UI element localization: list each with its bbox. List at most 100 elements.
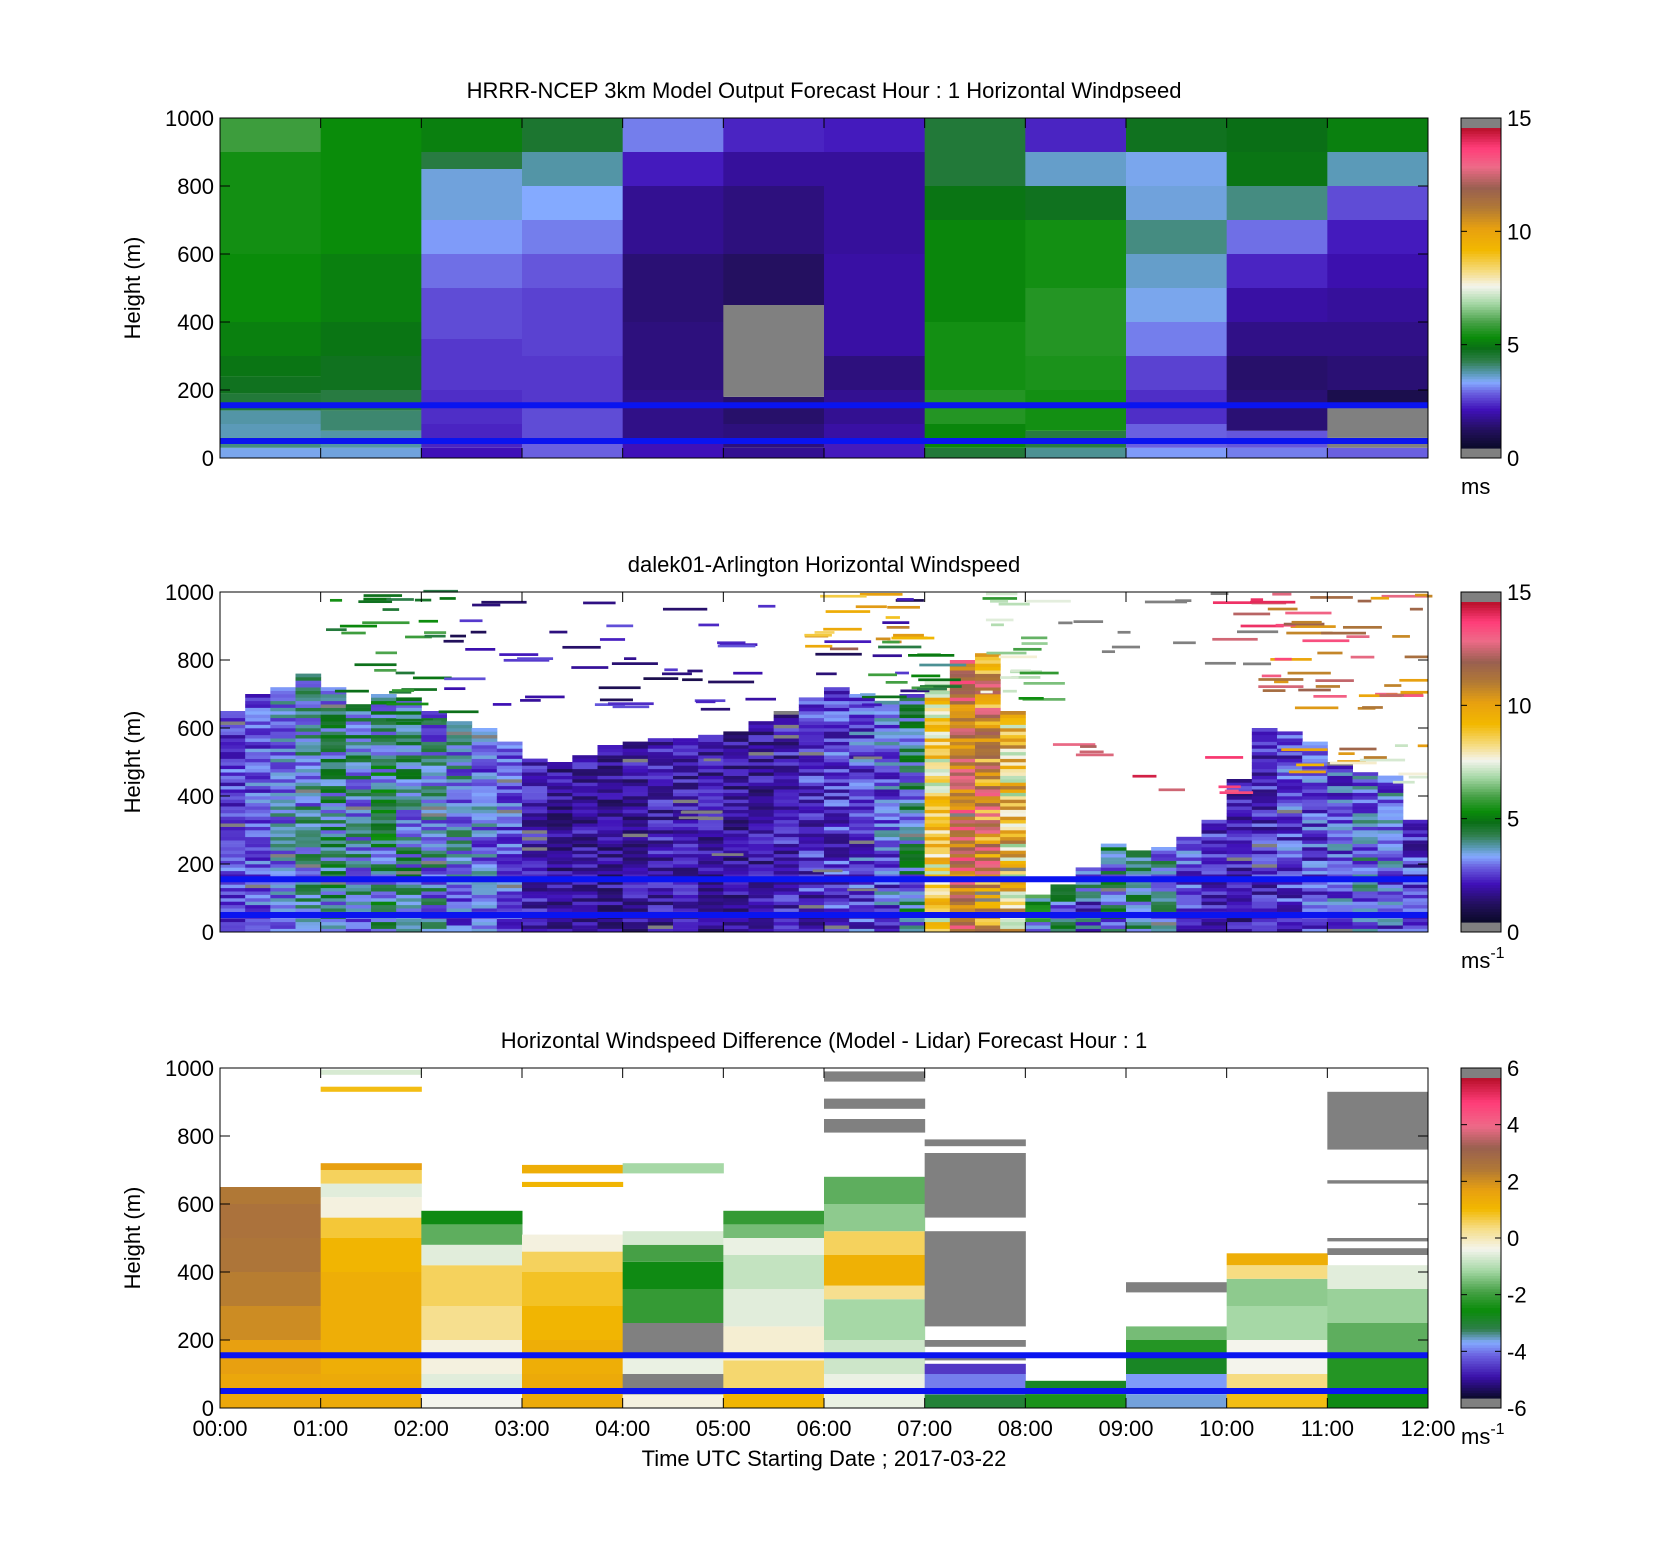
cell-col10-band10 — [1226, 118, 1328, 152]
cell-col0-band5 — [220, 376, 322, 394]
cell-col10-band7 — [1226, 220, 1328, 254]
obs-profile35-gate17 — [1100, 870, 1127, 875]
obs-profile14-gate25 — [572, 843, 598, 848]
obs-profile17-gate34 — [647, 813, 674, 817]
cell-col6-band5 — [824, 1231, 926, 1255]
cell-col7-band2 — [924, 1363, 1026, 1374]
obs-profile47-gate10 — [1402, 894, 1429, 899]
x-tick-label-7: 07:00 — [897, 1416, 952, 1441]
obs-profile24-gate62 — [824, 717, 850, 722]
cell-col3-band2 — [522, 356, 624, 407]
obs-profile10-gate6 — [471, 908, 498, 912]
colorbar-swatch-96 — [1461, 663, 1501, 667]
cell-col2-band8 — [421, 152, 523, 169]
obs-profile21-gate46 — [748, 772, 775, 776]
obs-profile24-gate46 — [824, 772, 850, 776]
x-tick-label-1: 01:00 — [293, 1416, 348, 1441]
colorbar-swatch-56 — [1461, 296, 1501, 300]
obs-profile9-gate39 — [446, 796, 473, 800]
y-tick-label-5: 1000 — [165, 580, 214, 605]
obs-profile30-gate54 — [975, 745, 1001, 749]
obs-profile9-gate55 — [446, 741, 473, 746]
obs-profile14-gate14 — [572, 881, 598, 885]
obs-profile30-gate38 — [975, 799, 1001, 804]
obs-profile2-gate37 — [270, 802, 296, 807]
obs-profile4-gate6 — [320, 908, 347, 912]
obs-profile22-gate14 — [773, 881, 800, 885]
obs-profile31-gate51 — [1000, 755, 1026, 759]
obs-profile16-gate29 — [622, 830, 649, 834]
obs-profile38-gate21 — [1176, 857, 1202, 861]
obs-return5-9 — [1224, 789, 1239, 793]
obs-profile19-gate42 — [698, 785, 724, 790]
obs-profile14-gate16 — [572, 874, 598, 878]
obs-profile40-gate33 — [1226, 816, 1253, 821]
obs-return6-8 — [1144, 600, 1188, 604]
obs-profile15-gate49 — [597, 762, 624, 766]
obs-profile22-gate43 — [773, 782, 800, 787]
obs-profile5-gate41 — [345, 789, 372, 793]
obs-profile11-gate17 — [496, 870, 523, 875]
obs-profile28-gate20 — [924, 860, 951, 865]
obs-profile30-gate79 — [975, 660, 1001, 664]
obs-profile16-gate32 — [622, 819, 649, 824]
obs-profile26-gate53 — [874, 748, 900, 753]
obs-profile45-gate39 — [1352, 796, 1379, 800]
obs-profile25-gate53 — [849, 748, 875, 753]
cell-col3-band6 — [522, 1181, 624, 1187]
obs-profile22-gate37 — [773, 802, 800, 807]
obs-profile42-gate40 — [1277, 792, 1303, 797]
obs-profile30-gate20 — [975, 860, 1001, 865]
obs-profile12-gate35 — [522, 809, 548, 814]
obs-profile4-gate37 — [320, 802, 347, 807]
obs-profile27-gate26 — [899, 840, 926, 844]
obs-profile21-gate37 — [748, 802, 775, 807]
obs-profile15-gate44 — [597, 779, 624, 783]
colorbar-swatch-73 — [1461, 724, 1501, 728]
obs-profile15-gate6 — [597, 908, 624, 912]
obs-profile35-gate12 — [1100, 887, 1127, 892]
obs-profile45-gate18 — [1352, 867, 1379, 872]
obs-profile31-gate63 — [1000, 714, 1026, 719]
obs-profile6-gate35 — [371, 809, 397, 814]
colorbar-swatch-22 — [1461, 386, 1501, 390]
obs-return1-18 — [895, 671, 909, 675]
obs-profile39-gate18 — [1201, 867, 1228, 872]
obs-return0-6 — [405, 635, 432, 639]
obs-profile1-gate20 — [245, 860, 271, 865]
obs-profile44-gate20 — [1327, 860, 1353, 865]
obs-profile34-gate12 — [1075, 887, 1102, 892]
obs-profile39-gate30 — [1201, 826, 1228, 831]
obs-profile1-gate67 — [245, 700, 271, 705]
cell-col2-band7 — [421, 1210, 523, 1225]
obs-return1-49 — [717, 641, 746, 645]
obs-profile7-gate47 — [396, 768, 422, 773]
obs-profile29-gate42 — [949, 785, 976, 790]
obs-profile29-gate18 — [949, 867, 976, 872]
obs-profile13-gate35 — [547, 809, 573, 814]
obs-profile0-gate33 — [220, 816, 246, 821]
obs-return4-7 — [986, 651, 1027, 655]
obs-profile42-gate55 — [1277, 741, 1303, 746]
obs-profile14-gate6 — [572, 908, 598, 912]
obs-profile8-gate7 — [421, 904, 447, 909]
obs-profile9-gate59 — [446, 728, 473, 732]
obs-profile46-gate21 — [1377, 857, 1404, 861]
obs-profile45-gate42 — [1352, 785, 1379, 790]
obs-profile29-gate44 — [949, 779, 976, 783]
obs-return1-36 — [598, 686, 641, 690]
obs-return4-18 — [1018, 696, 1044, 700]
obs-profile47-gate28 — [1402, 833, 1429, 838]
colorbar-swatch-67 — [1461, 266, 1501, 270]
chart-title: Horizontal Windspeed Difference (Model -… — [501, 1028, 1147, 1053]
obs-profile14-gate1 — [572, 925, 598, 929]
obs-profile8-gate25 — [421, 843, 447, 848]
colorbar-frame — [1460, 591, 1502, 933]
obs-profile4-gate32 — [320, 819, 347, 824]
obs-profile25-gate59 — [849, 728, 875, 732]
colorbar-swatch-8 — [1461, 898, 1501, 902]
colorbar-swatch-4 — [1461, 908, 1501, 912]
colorbar-swatch-78 — [1461, 711, 1501, 715]
colorbar-swatch-14 — [1461, 882, 1501, 886]
colorbar-swatch-15 — [1461, 405, 1501, 409]
